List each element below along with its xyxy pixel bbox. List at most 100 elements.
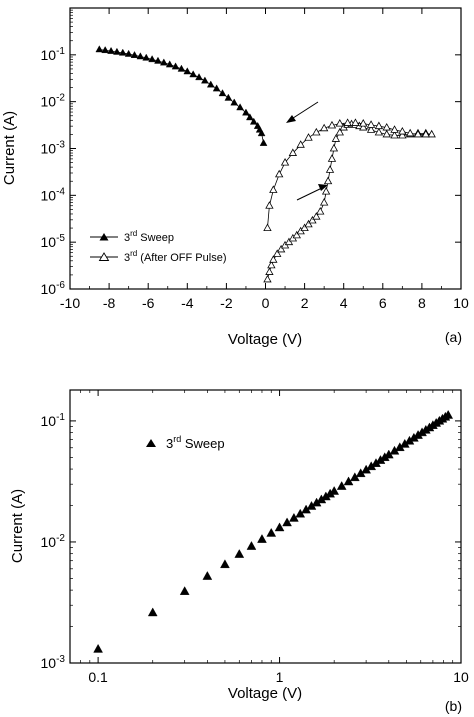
data-point xyxy=(405,128,415,137)
data-point xyxy=(242,108,250,116)
data-point xyxy=(329,143,339,152)
data-point xyxy=(319,123,329,132)
data-point xyxy=(263,274,272,283)
data-point xyxy=(179,586,190,595)
data-point xyxy=(148,55,156,63)
series-line xyxy=(267,122,432,280)
data-point xyxy=(124,49,133,57)
data-point xyxy=(321,187,331,195)
data-point xyxy=(351,118,360,126)
data-point xyxy=(206,80,215,88)
x-tick-label: -6 xyxy=(142,295,155,311)
y-tick-label: 10-5 xyxy=(41,233,66,250)
panel-a-tag: (a) xyxy=(445,329,462,345)
data-point xyxy=(259,138,268,146)
data-point xyxy=(234,549,245,558)
data-point xyxy=(398,130,407,139)
legend-label-3rd-sweep: 3rd Sweep xyxy=(166,434,225,451)
panel-b-x-ticks: 0.1 1 10 xyxy=(69,390,469,685)
x-tick-label: -10 xyxy=(60,295,80,311)
open-triangle-icon xyxy=(98,252,110,261)
panel-b-tag: (b) xyxy=(445,698,462,714)
data-point xyxy=(130,51,139,58)
data-point xyxy=(113,47,121,55)
x-tick-label: -4 xyxy=(181,295,194,311)
data-point xyxy=(413,129,423,138)
data-point xyxy=(390,130,399,139)
series-line xyxy=(99,49,264,144)
data-point xyxy=(284,237,294,246)
data-point xyxy=(390,125,399,133)
y-tick-label: 10-1 xyxy=(41,412,66,429)
panel-b-y-ticks: 10-3 10-2 10-1 xyxy=(41,412,461,671)
x-tick-label: 0.1 xyxy=(88,669,108,685)
panel-b-y-axis-label: Current (A) xyxy=(9,489,26,563)
data-point xyxy=(335,127,344,136)
panel-a-x-ticks: -10 -8 -6 -4 -2 0 2 4 6 8 10 xyxy=(60,8,469,311)
data-point xyxy=(288,148,298,156)
data-point xyxy=(269,255,278,263)
x-tick-label: 8 xyxy=(418,295,426,311)
panel-a: -10 -8 -6 -4 -2 0 2 4 6 8 10 10-610-510-410-310-21… xyxy=(1,7,469,348)
data-point xyxy=(300,223,309,231)
panel-a-legend: 3rd Sweep 3rd (After OFF Pulse) xyxy=(90,229,227,264)
data-point xyxy=(257,534,267,543)
y-tick-label: 10-2 xyxy=(41,93,66,110)
legend-entry-3rd-after-off-pulse: 3rd (After OFF Pulse) xyxy=(90,249,227,264)
y-tick-label: 10-1 xyxy=(41,46,66,63)
data-point xyxy=(249,117,258,125)
data-point xyxy=(329,486,340,495)
x-tick-label: 6 xyxy=(379,295,387,311)
y-tick-label: 10-3 xyxy=(41,140,66,157)
data-point xyxy=(220,559,230,569)
y-tick-label: 10-4 xyxy=(41,186,66,203)
x-tick-label: 2 xyxy=(301,295,309,311)
data-point xyxy=(323,176,333,185)
x-tick-label: 0 xyxy=(262,295,270,311)
data-point xyxy=(319,197,329,206)
data-point xyxy=(296,140,305,148)
data-point xyxy=(427,129,436,138)
data-point xyxy=(269,185,278,193)
data-point xyxy=(246,113,254,121)
data-point xyxy=(325,165,335,173)
data-point xyxy=(212,84,221,92)
data-point xyxy=(359,122,368,131)
data-point xyxy=(189,70,198,78)
panel-b-plot-frame xyxy=(69,389,462,664)
x-tick-label: -8 xyxy=(103,295,116,311)
data-point xyxy=(336,481,347,490)
data-point xyxy=(246,541,257,550)
x-tick-label: 1 xyxy=(276,669,284,685)
data-point xyxy=(267,260,276,269)
filled-triangle-icon xyxy=(99,233,109,241)
data-point xyxy=(171,62,180,70)
data-point xyxy=(160,58,168,66)
data-point xyxy=(374,121,384,130)
data-point xyxy=(327,154,337,162)
panel-a-x-axis-label: Voltage (V) xyxy=(228,331,302,348)
data-point xyxy=(95,45,104,53)
x-tick-label: 10 xyxy=(453,669,469,685)
data-point xyxy=(165,60,174,68)
data-point xyxy=(154,56,162,64)
data-point xyxy=(316,206,325,215)
data-point xyxy=(274,522,285,532)
data-point xyxy=(136,52,145,60)
data-point xyxy=(230,98,239,106)
data-point xyxy=(312,212,321,220)
data-point xyxy=(335,119,344,127)
data-point xyxy=(265,201,274,209)
data-point xyxy=(359,119,368,127)
data-point xyxy=(263,223,272,231)
data-point xyxy=(398,126,407,135)
data-point xyxy=(308,215,317,224)
data-point xyxy=(366,120,376,128)
data-point xyxy=(183,67,192,75)
data-point xyxy=(382,122,391,131)
data-point xyxy=(265,267,274,275)
data-point xyxy=(118,48,127,56)
panel-b-x-axis-label: Voltage (V) xyxy=(228,685,302,702)
y-tick-label: 10-6 xyxy=(41,280,66,297)
